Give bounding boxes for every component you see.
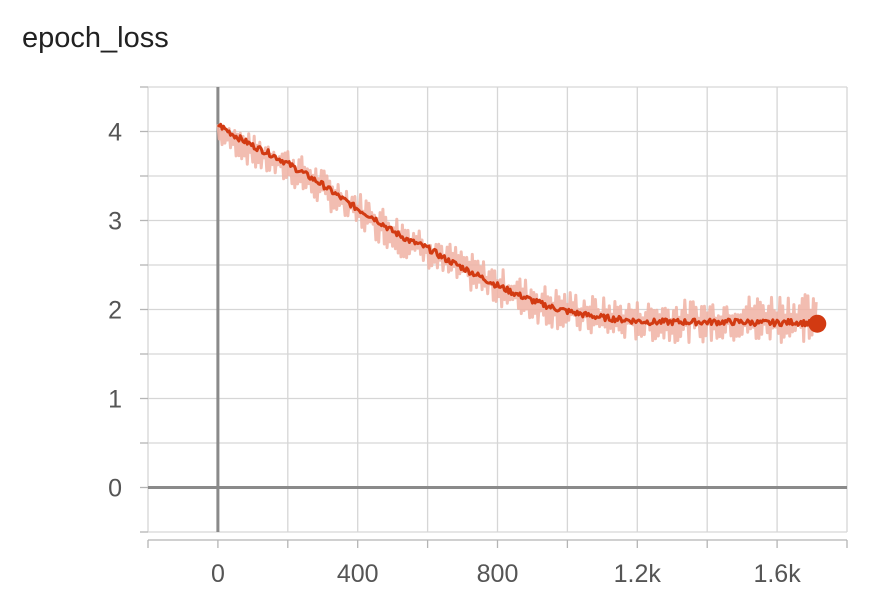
raw-series-line [216, 124, 818, 344]
y-tick-label: 2 [108, 297, 122, 325]
last-point-marker [808, 314, 827, 333]
y-tick-label: 3 [108, 208, 122, 236]
x-tick-label: 1.2k [614, 560, 662, 588]
raw-series [216, 124, 818, 344]
smoothed-series-line [216, 122, 818, 328]
smoothed-series [216, 122, 827, 333]
axes [140, 86, 848, 548]
x-tick-label: 800 [477, 560, 519, 588]
y-tick-label: 1 [108, 386, 122, 414]
x-tick-label: 400 [337, 560, 379, 588]
y-tick-label: 4 [108, 119, 122, 147]
tick-labels: 0 400 800 1.2k 1.6k 0 1 2 3 4 [108, 119, 801, 589]
y-tick-label: 0 [108, 475, 122, 503]
x-tick-label: 0 [211, 560, 225, 588]
chart-title: epoch_loss [22, 22, 169, 54]
x-tick-label: 1.6k [753, 560, 801, 588]
